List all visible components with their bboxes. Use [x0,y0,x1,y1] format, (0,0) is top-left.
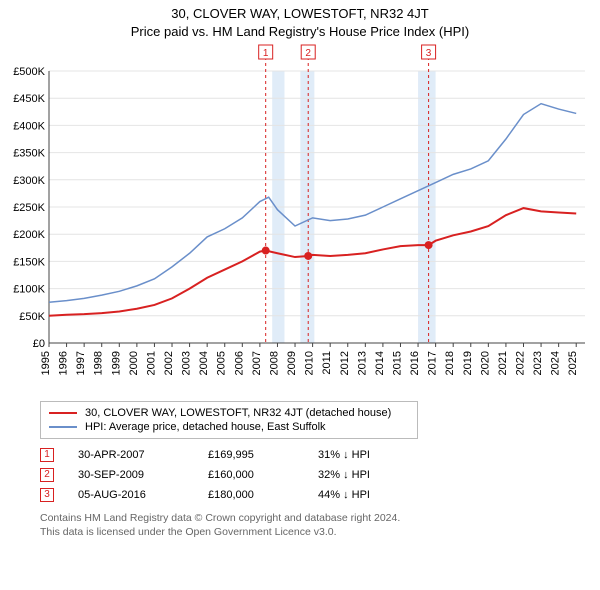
svg-text:2009: 2009 [286,351,298,375]
legend-item: 30, CLOVER WAY, LOWESTOFT, NR32 4JT (det… [49,406,409,420]
legend-label: 30, CLOVER WAY, LOWESTOFT, NR32 4JT (det… [85,407,391,419]
svg-text:2001: 2001 [145,351,157,375]
footer-line: This data is licensed under the Open Gov… [40,525,590,539]
svg-text:2021: 2021 [497,351,509,375]
svg-text:£300K: £300K [13,175,45,187]
legend-item: HPI: Average price, detached house, East… [49,420,409,434]
svg-text:1999: 1999 [110,351,122,375]
sale-delta: 31% ↓ HPI [318,449,370,461]
svg-text:2004: 2004 [198,351,210,375]
legend-swatch [49,426,77,428]
svg-text:2018: 2018 [444,351,456,375]
svg-text:2007: 2007 [251,351,263,375]
svg-text:2006: 2006 [233,351,245,375]
svg-text:1997: 1997 [75,351,87,375]
svg-text:2002: 2002 [163,351,175,375]
svg-text:2010: 2010 [304,351,316,375]
sale-marker: 1 [40,448,54,462]
svg-text:£250K: £250K [13,202,45,214]
svg-text:2019: 2019 [462,351,474,375]
svg-text:3: 3 [426,48,432,59]
address-title: 30, CLOVER WAY, LOWESTOFT, NR32 4JT [0,0,600,21]
svg-text:£0: £0 [33,338,45,350]
sale-date: 30-APR-2007 [78,449,208,461]
footer-line: Contains HM Land Registry data © Crown c… [40,511,590,525]
svg-text:£500K: £500K [13,66,45,78]
svg-text:2011: 2011 [321,351,333,375]
svg-text:2025: 2025 [567,351,579,375]
svg-text:2022: 2022 [514,351,526,375]
svg-text:2012: 2012 [339,351,351,375]
svg-text:2003: 2003 [181,351,193,375]
sale-price: £160,000 [208,469,318,481]
legend: 30, CLOVER WAY, LOWESTOFT, NR32 4JT (det… [40,401,418,439]
svg-text:2013: 2013 [356,351,368,375]
legend-label: HPI: Average price, detached house, East… [85,421,326,433]
svg-text:1998: 1998 [93,351,105,375]
sale-delta: 32% ↓ HPI [318,469,370,481]
svg-text:2023: 2023 [532,351,544,375]
svg-text:£400K: £400K [13,120,45,132]
chart-subtitle: Price paid vs. HM Land Registry's House … [0,21,600,43]
price-chart: £0 £50K £100K £150K £200K £250K £300K £350K £400… [5,43,595,393]
svg-text:2020: 2020 [479,351,491,375]
svg-text:2015: 2015 [391,351,403,375]
sale-row: 3 05-AUG-2016£180,00044% ↓ HPI [40,485,590,505]
svg-text:£100K: £100K [13,284,45,296]
svg-text:2016: 2016 [409,351,421,375]
svg-text:2005: 2005 [216,351,228,375]
svg-text:2024: 2024 [550,351,562,375]
sales-list: 1 30-APR-2007£169,99531% ↓ HPI 2 30-SEP-200… [40,445,590,505]
svg-text:2017: 2017 [427,351,439,375]
svg-text:1996: 1996 [58,351,70,375]
sale-delta: 44% ↓ HPI [318,489,370,501]
svg-text:2000: 2000 [128,351,140,375]
sale-marker: 2 [40,468,54,482]
sale-price: £169,995 [208,449,318,461]
legend-swatch [49,412,77,414]
svg-text:2014: 2014 [374,351,386,375]
svg-text:£350K: £350K [13,148,45,160]
svg-text:1995: 1995 [40,351,52,375]
sale-price: £180,000 [208,489,318,501]
sale-date: 05-AUG-2016 [78,489,208,501]
svg-text:£50K: £50K [19,311,45,323]
sale-date: 30-SEP-2009 [78,469,208,481]
attribution-footer: Contains HM Land Registry data © Crown c… [40,511,590,539]
svg-text:1: 1 [263,48,269,59]
sale-row: 1 30-APR-2007£169,99531% ↓ HPI [40,445,590,465]
svg-text:£150K: £150K [13,256,45,268]
sale-marker: 3 [40,488,54,502]
svg-text:2: 2 [305,48,311,59]
svg-text:2008: 2008 [268,351,280,375]
svg-text:£450K: £450K [13,93,45,105]
sale-row: 2 30-SEP-2009£160,00032% ↓ HPI [40,465,590,485]
svg-text:£200K: £200K [13,229,45,241]
